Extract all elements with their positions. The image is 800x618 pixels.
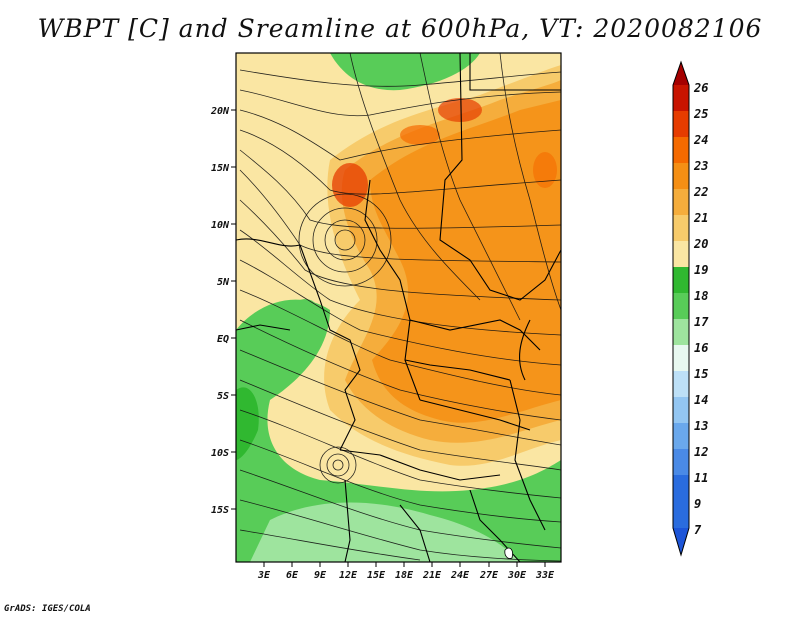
colorbar-label-22: 22 [693, 185, 708, 199]
grads-credit: GrADS: IGES/COLA [4, 604, 91, 614]
colorbar-label-17: 17 [694, 315, 709, 329]
colorbar-swatch-9 [673, 293, 689, 319]
colorbar-swatch-5 [673, 189, 689, 215]
lon-label-12e: 12E [339, 570, 358, 581]
lon-label-18e: 18E [395, 570, 414, 581]
colorbar-label-21: 21 [693, 211, 708, 225]
colorbar-swatch-2 [673, 111, 689, 137]
colorbar-label-19: 19 [694, 263, 708, 277]
chart-title: WBPT [C] and Sreamline at 600hPa, VT: 20… [37, 14, 763, 43]
colorbar-swatch-10 [673, 319, 689, 345]
colorbar-swatch-4 [673, 163, 689, 189]
colorbar-label-24: 24 [693, 133, 708, 147]
lon-label-27e: 27E [479, 570, 499, 581]
lon-label-30e: 30E [507, 570, 527, 581]
lon-label-3e: 3E [257, 570, 271, 581]
colorbar-label-18: 18 [694, 289, 708, 303]
colorbar-label-23: 23 [693, 159, 708, 173]
colorbar-swatch-12 [673, 371, 689, 397]
colorbar-swatch-16 [673, 475, 689, 501]
colorbar-label-25: 25 [693, 107, 708, 121]
colorbar-swatch-8 [673, 267, 689, 293]
colorbar-label-16: 16 [694, 341, 708, 355]
map-frame [235, 52, 562, 563]
lon-label-33e: 33E [535, 570, 555, 581]
colorbar-label-20: 20 [693, 237, 708, 251]
colorbar-label-11: 11 [694, 471, 708, 485]
lat-label-5s: 5S [217, 391, 229, 402]
colorbar-swatch-11 [673, 345, 689, 371]
lat-label-15n: 15N [211, 163, 230, 174]
colorbar-label-12: 12 [694, 445, 708, 459]
colorbar-label-15: 15 [694, 367, 708, 381]
lon-label-9e: 9E [314, 570, 327, 581]
lat-label-5n: 5N [217, 277, 230, 288]
colorbar-swatch-14 [673, 423, 689, 449]
lon-label-15e: 15E [367, 570, 386, 581]
colorbar: 26 25 24 23 22 21 20 19 18 17 16 15 14 1… [672, 60, 709, 557]
colorbar-swatch-1 [673, 85, 689, 111]
colorbar-label-26: 26 [693, 81, 708, 95]
lat-label-eq: EQ [217, 334, 229, 345]
colorbar-label-7: 7 [694, 523, 702, 537]
lat-axis: 20N 15N 10N 5N EQ 5S 10S 15S [210, 106, 236, 516]
colorbar-label-9: 9 [694, 497, 701, 511]
colorbar-swatch-3 [673, 137, 689, 163]
colorbar-label-13: 13 [694, 419, 708, 433]
lon-label-21e: 21E [422, 570, 442, 581]
colorbar-bottom-arrow [673, 528, 689, 555]
lat-label-20n: 20N [210, 106, 230, 117]
colorbar-top-arrow [673, 62, 689, 85]
lon-label-6e: 6E [286, 570, 299, 581]
wbpt-field [236, 53, 561, 562]
colorbar-swatch-17 [673, 501, 689, 528]
lon-label-24e: 24E [450, 570, 470, 581]
lat-label-15s: 15S [211, 505, 229, 516]
colorbar-swatch-15 [673, 449, 689, 475]
colorbar-swatch-13 [673, 397, 689, 423]
colorbar-label-14: 14 [694, 393, 708, 407]
lon-axis: 3E 6E 9E 12E 15E 18E 21E 24E 27E 30E 33E [257, 562, 555, 581]
lat-label-10s: 10S [211, 448, 229, 459]
lat-label-10n: 10N [211, 220, 230, 231]
colorbar-swatch-6 [673, 215, 689, 241]
colorbar-swatch-7 [673, 241, 689, 267]
